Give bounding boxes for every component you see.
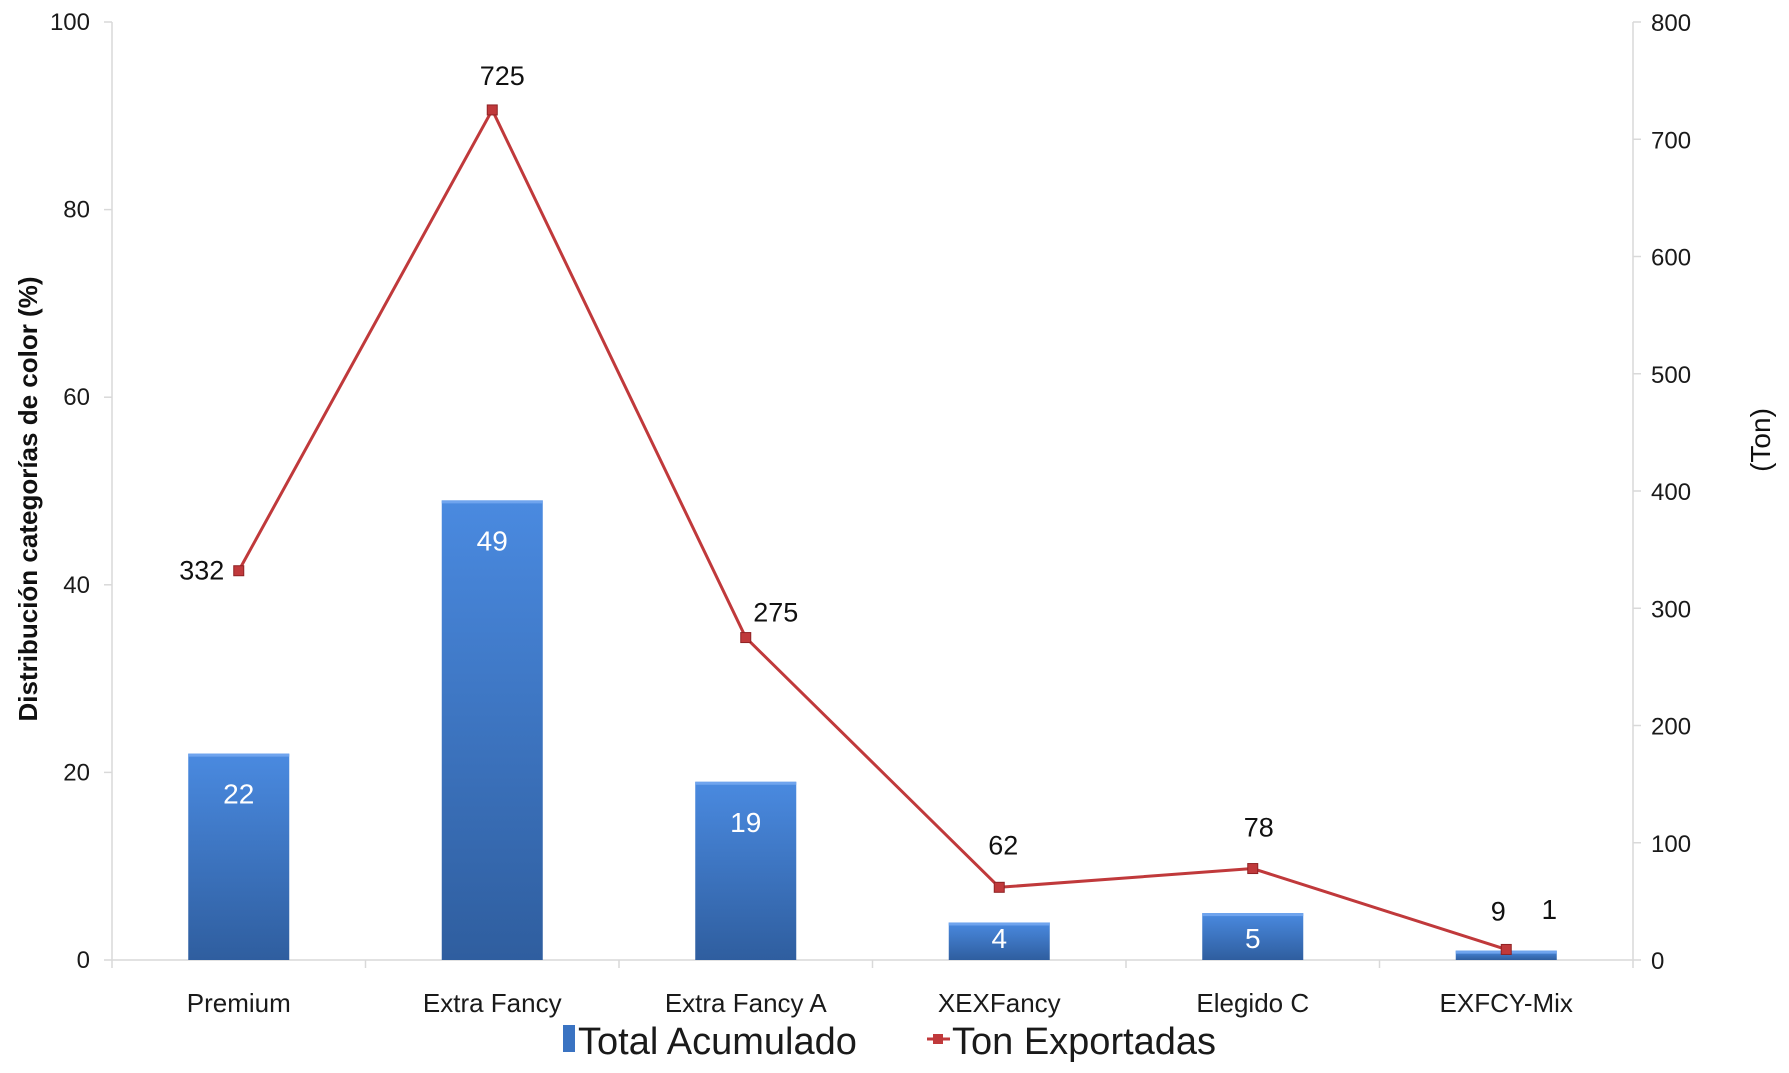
bar	[948, 922, 1050, 960]
left-tick-label: 80	[63, 197, 90, 224]
line-point	[233, 565, 245, 577]
left-tick-label: 20	[63, 759, 90, 786]
bar	[695, 781, 797, 960]
right-tick-label: 600	[1651, 245, 1691, 272]
bar-data-label: 1	[1541, 894, 1557, 925]
line-point	[1500, 943, 1512, 955]
bar-highlight	[948, 922, 1050, 926]
right-tick-label: 0	[1651, 948, 1664, 975]
bar-data-label: 4	[991, 923, 1007, 954]
line-data-label: 725	[480, 61, 525, 91]
line-data-label: 9	[1491, 896, 1506, 926]
bar-highlight	[441, 500, 543, 504]
bar-highlight	[695, 781, 797, 785]
line-path	[237, 108, 1507, 951]
legend-bar-swatch	[563, 1025, 575, 1052]
right-tick-label: 300	[1651, 596, 1691, 623]
legend: Total Acumulado Ton Exportadas	[563, 1021, 1216, 1063]
line-point	[486, 104, 498, 116]
legend-label-line: Ton Exportadas	[952, 1021, 1216, 1063]
x-tick-label: Premium	[187, 988, 291, 1018]
line-data-label: 275	[753, 598, 798, 628]
bar-highlight	[1202, 913, 1304, 917]
right-tick-label: 100	[1651, 831, 1691, 858]
bar-data-label: 49	[477, 525, 508, 556]
x-tick-label: XEXFancy	[938, 988, 1061, 1018]
x-tick-label: Extra Fancy A	[665, 988, 827, 1018]
bar	[1455, 950, 1557, 960]
x-tick-label: Extra Fancy	[423, 988, 562, 1018]
left-tick-label: 40	[63, 572, 90, 599]
line-data-label: 62	[988, 830, 1018, 860]
line-data-label: 332	[179, 556, 224, 586]
bar-data-label: 22	[223, 779, 254, 810]
legend-line-marker	[933, 1034, 943, 1044]
right-tick-label: 500	[1651, 362, 1691, 389]
line-data-label: 78	[1244, 813, 1274, 843]
y2-axis-title: (Ton)	[1745, 408, 1776, 472]
x-tick-label: EXFCY-Mix	[1440, 988, 1573, 1018]
axes: 0 20 40 60 80 100 0 100 200 300 400 500 600 700 800 Pre…	[13, 9, 1776, 1018]
line-point	[993, 881, 1005, 893]
bar-series	[188, 500, 1557, 960]
right-tick-label: 800	[1651, 10, 1691, 37]
left-tick-label: 60	[63, 384, 90, 411]
line-point	[1247, 863, 1259, 875]
line-point	[740, 632, 752, 644]
right-tick-label: 400	[1651, 479, 1691, 506]
right-tick-label: 200	[1651, 714, 1691, 741]
x-tick-label: Elegido C	[1196, 988, 1309, 1018]
bar	[1202, 913, 1304, 960]
line-series	[233, 104, 1512, 955]
data-labels: 22 49 19 4 5 1 332 725 275 62 78 9	[179, 61, 1557, 954]
left-tick-label: 100	[50, 9, 90, 36]
bar-data-label: 5	[1245, 923, 1261, 954]
y-axis-title: Distribución categorías de color (%)	[13, 277, 43, 722]
right-tick-label: 700	[1651, 127, 1691, 154]
bar-data-label: 19	[730, 807, 761, 838]
bar	[441, 500, 543, 960]
left-tick-label: 0	[77, 947, 90, 974]
bar-highlight	[188, 753, 290, 757]
bar	[188, 753, 290, 960]
legend-label-bar: Total Acumulado	[578, 1021, 857, 1063]
